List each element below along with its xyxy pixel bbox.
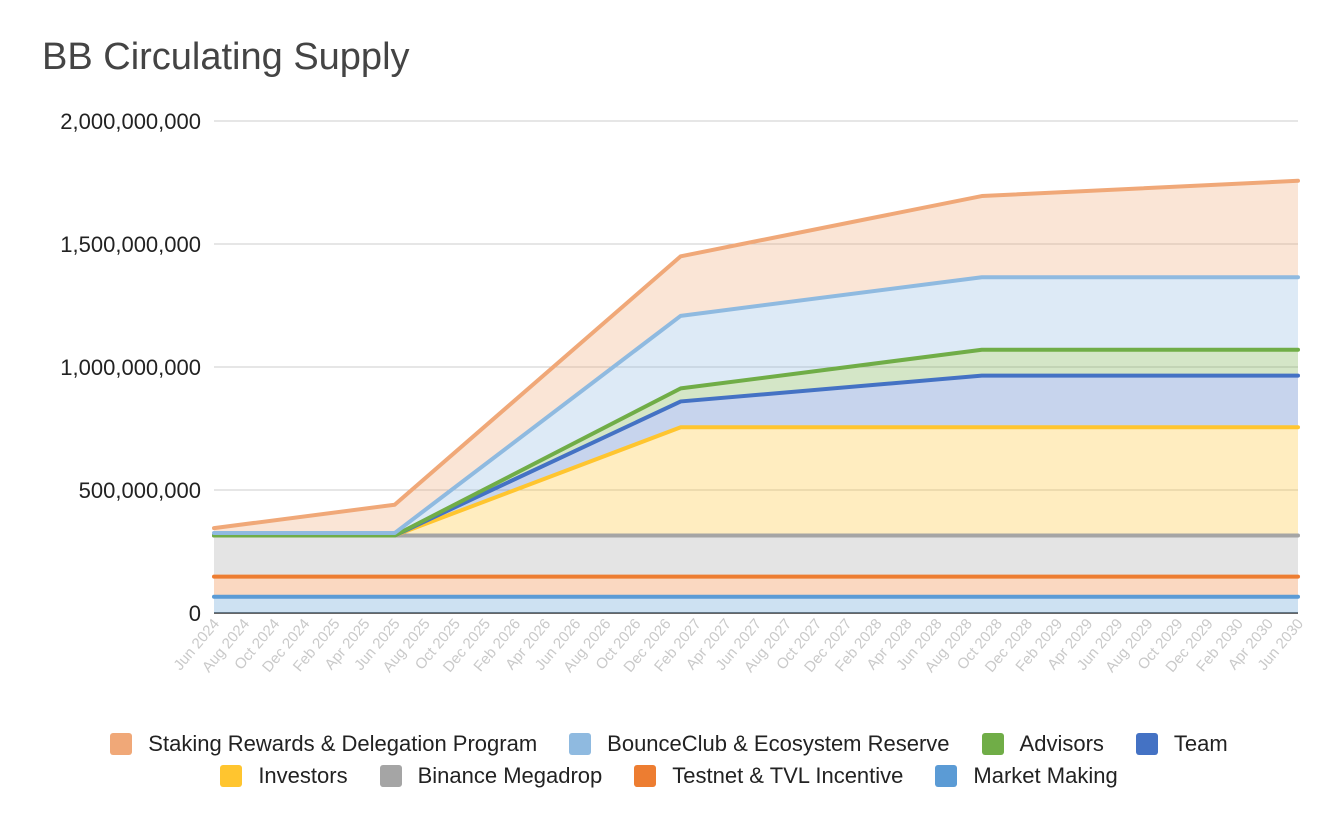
series-line-staking-rewards-delegation-program: [212, 178, 1300, 531]
grid-layer: [214, 120, 1298, 614]
legend-label: Team: [1173, 731, 1228, 756]
legend-item: Advisors: [981, 731, 1104, 757]
legend-swatch: [110, 733, 133, 755]
legend-swatch: [634, 765, 657, 787]
legend-item: Investors: [220, 763, 348, 789]
legend-item: BounceClub & Ecosystem Reserve: [569, 731, 950, 757]
chart-title: BB Circulating Supply: [42, 36, 410, 78]
legend-item: Market Making: [935, 763, 1118, 789]
area-fill-testnet-tvl-incentive: [214, 576, 1298, 597]
legend-label: Investors: [258, 763, 348, 788]
area-fill-investors: [214, 427, 1298, 536]
legend-label: BounceClub & Ecosystem Reserve: [607, 731, 950, 756]
series-line-advisors: [212, 347, 1300, 538]
legend-label: Staking Rewards & Delegation Program: [148, 731, 538, 756]
legend-swatch: [935, 765, 958, 787]
area-fill-market-making: [214, 596, 1298, 613]
legend-label: Binance Megadrop: [417, 763, 603, 788]
y-tick-label: 500,000,000: [79, 478, 201, 503]
legend-swatch: [569, 733, 592, 755]
legend-label: Market Making: [973, 763, 1118, 788]
area-line-layer: [212, 178, 1300, 599]
legend-item: Staking Rewards & Delegation Program: [110, 731, 537, 757]
y-tick-labels: 0 500,000,000 1,000,000,000 1,500,000,000 2,…: [60, 109, 201, 626]
legend-swatch: [1135, 733, 1158, 755]
legend-item: Team: [1135, 731, 1228, 757]
area-fill-team: [214, 375, 1298, 536]
area-fill-layer: [214, 180, 1298, 613]
legend-swatch: [220, 765, 243, 787]
y-tick-label: 2,000,000,000: [60, 109, 201, 134]
area-fill-binance-megadrop: [214, 535, 1298, 577]
legend-label: Testnet & TVL Incentive: [672, 763, 904, 788]
area-fill-bounceclub-ecosystem-reserve: [214, 277, 1298, 536]
legend-item: Testnet & TVL Incentive: [634, 763, 903, 789]
y-tick-label: 0: [189, 601, 201, 626]
legend-item: Binance Megadrop: [379, 763, 603, 789]
legend-row: Investors Binance Megadrop Testnet & TVL I…: [0, 760, 1338, 792]
legend-row: Staking Rewards & Delegation Program Boun…: [0, 728, 1338, 760]
legend: Staking Rewards & Delegation Program Boun…: [0, 728, 1338, 792]
y-tick-label: 1,500,000,000: [60, 232, 201, 257]
area-fill-staking-rewards-delegation-program: [214, 180, 1298, 534]
y-tick-label: 1,000,000,000: [60, 355, 201, 380]
legend-label: Advisors: [1019, 731, 1104, 756]
series-line-bounceclub-ecosystem-reserve: [212, 275, 1300, 536]
legend-swatch: [981, 733, 1004, 755]
legend-swatch: [379, 765, 402, 787]
